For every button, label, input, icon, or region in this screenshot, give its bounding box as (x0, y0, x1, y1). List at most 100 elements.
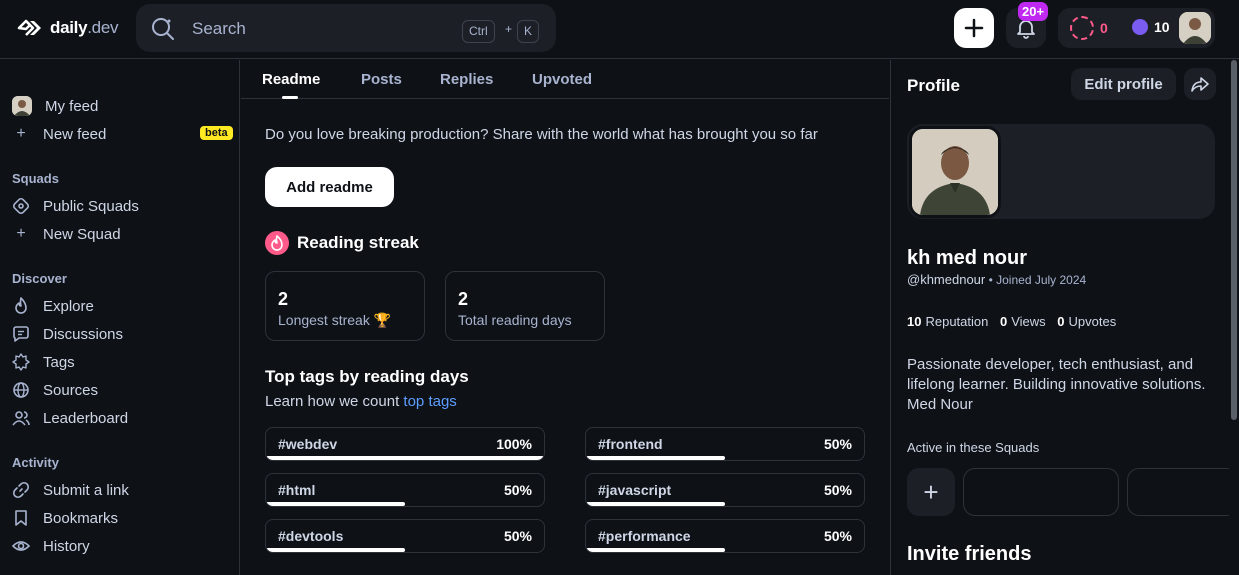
shortcut-plus: + (505, 22, 513, 36)
tag-percentage: 50% (823, 528, 852, 544)
tag-percentage: 50% (823, 482, 852, 498)
plus-icon: + (16, 225, 26, 242)
search-bar[interactable]: Search Ctrl + K (136, 4, 556, 52)
sidebar-item-history[interactable]: History (12, 534, 90, 558)
active-squads-label: Active in these Squads (907, 440, 1040, 455)
sidebar-item-leaderboard[interactable]: Leaderboard (12, 406, 128, 430)
edit-profile-button[interactable]: Edit profile (1071, 68, 1176, 100)
tag-name: #performance (598, 528, 691, 544)
share-button[interactable] (1184, 68, 1216, 100)
sidebar-item-tags[interactable]: Tags (12, 350, 75, 374)
tag-card[interactable]: #frontend 50% (585, 427, 865, 461)
tag-card[interactable]: #performance 50% (585, 519, 865, 553)
sidebar-item-label: New feed (43, 125, 107, 143)
profile-handle: @khmednour (907, 272, 986, 287)
sidebar-item-my-feed[interactable]: My feed (12, 94, 98, 118)
daily-dev-logo[interactable]: daily.dev (16, 16, 118, 40)
cores-stat: 10 (1132, 19, 1170, 35)
tag-percentage: 50% (503, 528, 532, 544)
profile-title: Profile (907, 76, 960, 95)
tab-upvoted[interactable]: Upvoted (532, 71, 592, 88)
reputation-value: 0 (1100, 20, 1108, 36)
sidebar-item-label: Discussions (43, 325, 124, 343)
tag-progress-bar (266, 456, 544, 460)
profile-bio: Passionate developer, tech enthusiast, a… (907, 356, 1206, 413)
add-readme-button[interactable]: Add readme (265, 167, 394, 207)
longest-streak-label: Longest streak 🏆 (278, 312, 392, 328)
sidebar-item-submit-link[interactable]: Submit a link (12, 478, 129, 502)
section-title-activity: Activity (12, 455, 59, 470)
daily-dev-logo-icon (17, 19, 41, 36)
tag-percentage: 50% (823, 436, 852, 452)
new-post-button[interactable] (954, 8, 994, 48)
plus-icon: + (923, 476, 939, 507)
invite-friends-title: Invite friends (907, 543, 1032, 565)
reading-streak-title: Reading streak (297, 233, 419, 252)
views-count: 0 (999, 314, 1008, 329)
sidebar-item-explore[interactable]: Explore (12, 294, 94, 318)
profile-stats: 10 Reputation 0 Views 0 Upvotes (907, 314, 1116, 329)
sidebar-item-public-squads[interactable]: Public Squads (12, 194, 139, 218)
tag-card[interactable]: #devtools 50% (265, 519, 545, 553)
sidebar-item-new-feed[interactable]: + New feed (12, 122, 106, 146)
views-label: Views (1011, 314, 1046, 329)
cores-value: 10 (1154, 19, 1170, 35)
top-tags-subtitle: Learn how we count top tags (265, 393, 457, 410)
tab-readme[interactable]: Readme (262, 71, 321, 88)
sidebar-item-label: History (43, 537, 90, 555)
streak-flame-icon (265, 231, 289, 255)
tag-progress-bar (586, 548, 725, 552)
bell-icon (1017, 20, 1035, 39)
sidebar-item-discussions[interactable]: Discussions (12, 322, 123, 346)
share-icon (1191, 77, 1209, 92)
reputation-ring-icon (1070, 16, 1094, 40)
sidebar-item-label: Leaderboard (43, 409, 129, 427)
search-placeholder: Search (192, 19, 246, 38)
sidebar-item-label: My feed (45, 97, 99, 115)
sidebar-item-label: Public Squads (43, 197, 139, 215)
tag-card[interactable]: #webdev 100% (265, 427, 545, 461)
sidebar-item-new-squad[interactable]: + New Squad (12, 222, 120, 246)
tag-progress-bar (586, 502, 725, 506)
avatar (12, 96, 32, 116)
top-tags-link[interactable]: top tags (403, 393, 457, 410)
total-reading-days-label: Total reading days (458, 312, 572, 328)
globe-icon (12, 381, 30, 399)
add-squad-button[interactable]: + (907, 468, 955, 516)
readme-prompt: Do you love breaking production? Share w… (265, 126, 818, 143)
squads-icon (12, 197, 30, 215)
tag-name: #html (278, 482, 316, 498)
reputation-stat: 0 (1070, 16, 1108, 40)
reading-streak-heading: Reading streak (265, 231, 419, 255)
tag-name: #webdev (278, 436, 338, 452)
tag-card[interactable]: #html 50% (265, 473, 545, 507)
tab-posts[interactable]: Posts (361, 71, 402, 88)
reputation-label: Reputation (925, 314, 989, 329)
tag-card[interactable]: #javascript 50% (585, 473, 865, 507)
flame-icon (12, 297, 30, 315)
squad-card[interactable] (1127, 468, 1239, 516)
total-reading-days-card: 2 Total reading days (445, 271, 605, 341)
tag-name: #devtools (278, 528, 344, 544)
sidebar-item-label: Bookmarks (43, 509, 119, 527)
hashtag-icon (12, 353, 30, 371)
profile-joined: Joined July 2024 (996, 273, 1087, 287)
squad-card[interactable] (963, 468, 1119, 516)
tab-replies[interactable]: Replies (440, 71, 494, 88)
sidebar-item-bookmarks[interactable]: Bookmarks (12, 506, 118, 530)
search-icon (152, 18, 174, 40)
total-reading-days-value: 2 (458, 289, 469, 309)
scrollbar-thumb[interactable] (1231, 60, 1237, 420)
users-icon (12, 409, 30, 427)
upvotes-count: 0 (1057, 314, 1065, 329)
plus-icon: + (16, 125, 26, 142)
main-content: Readme Posts Replies Upvoted Do you love… (241, 60, 889, 575)
eye-icon (12, 537, 30, 555)
shortcut-k-key: K (517, 20, 540, 43)
sidebar-item-sources[interactable]: Sources (12, 378, 98, 402)
user-avatar[interactable] (1179, 12, 1211, 44)
top-tags-title: Top tags by reading days (265, 367, 469, 386)
bookmark-icon (12, 509, 30, 527)
profile-panel: Profile Edit profile kh med nour @khmedn… (890, 60, 1239, 575)
tag-percentage: 100% (496, 436, 532, 452)
